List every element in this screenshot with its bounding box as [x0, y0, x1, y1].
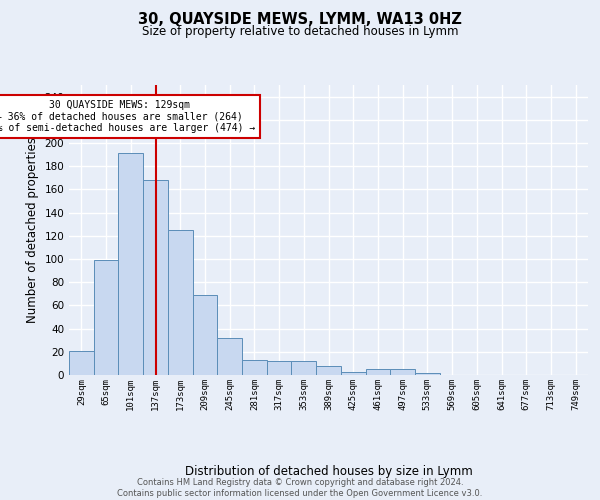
Bar [316, 366, 341, 375]
Bar [143, 180, 168, 375]
Bar [365, 369, 390, 375]
Bar [267, 361, 292, 375]
Bar [193, 295, 217, 375]
Bar [118, 154, 143, 375]
Bar [341, 372, 365, 375]
Bar [292, 361, 316, 375]
Bar [415, 372, 440, 375]
Text: Distribution of detached houses by size in Lymm: Distribution of detached houses by size … [185, 464, 473, 477]
Bar [168, 230, 193, 375]
Text: Contains HM Land Registry data © Crown copyright and database right 2024.
Contai: Contains HM Land Registry data © Crown c… [118, 478, 482, 498]
Bar [217, 338, 242, 375]
Text: Size of property relative to detached houses in Lymm: Size of property relative to detached ho… [142, 25, 458, 38]
Bar [94, 260, 118, 375]
Bar [390, 369, 415, 375]
Bar [69, 350, 94, 375]
Y-axis label: Number of detached properties: Number of detached properties [26, 137, 39, 323]
Text: 30, QUAYSIDE MEWS, LYMM, WA13 0HZ: 30, QUAYSIDE MEWS, LYMM, WA13 0HZ [138, 12, 462, 28]
Text: 30 QUAYSIDE MEWS: 129sqm
← 36% of detached houses are smaller (264)
64% of semi-: 30 QUAYSIDE MEWS: 129sqm ← 36% of detach… [0, 100, 255, 134]
Bar [242, 360, 267, 375]
